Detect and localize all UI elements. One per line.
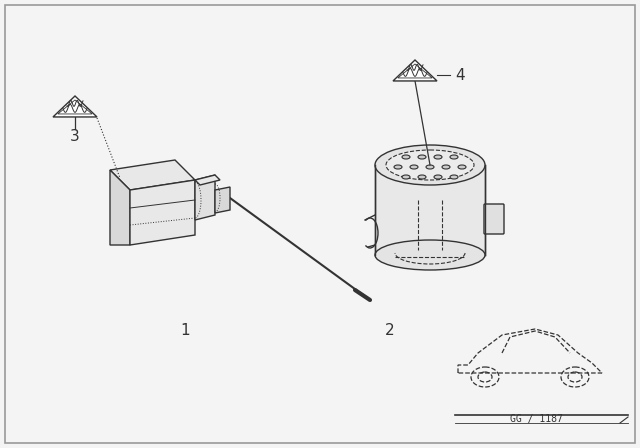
Ellipse shape bbox=[375, 145, 485, 185]
Ellipse shape bbox=[434, 155, 442, 159]
Ellipse shape bbox=[402, 175, 410, 179]
Polygon shape bbox=[53, 96, 97, 117]
Text: 2: 2 bbox=[385, 323, 395, 337]
Polygon shape bbox=[195, 175, 215, 220]
Ellipse shape bbox=[458, 165, 466, 169]
Polygon shape bbox=[110, 160, 195, 190]
Ellipse shape bbox=[418, 175, 426, 179]
Ellipse shape bbox=[386, 150, 474, 180]
Text: 1: 1 bbox=[180, 323, 190, 337]
Ellipse shape bbox=[402, 155, 410, 159]
Polygon shape bbox=[130, 180, 195, 245]
Ellipse shape bbox=[410, 165, 418, 169]
Ellipse shape bbox=[426, 165, 434, 169]
Polygon shape bbox=[215, 187, 230, 213]
Ellipse shape bbox=[418, 155, 426, 159]
Ellipse shape bbox=[434, 175, 442, 179]
Ellipse shape bbox=[450, 155, 458, 159]
Polygon shape bbox=[393, 60, 437, 81]
Ellipse shape bbox=[375, 240, 485, 270]
Text: 3: 3 bbox=[70, 129, 80, 144]
Polygon shape bbox=[195, 175, 220, 185]
FancyBboxPatch shape bbox=[484, 204, 504, 234]
Ellipse shape bbox=[450, 175, 458, 179]
Ellipse shape bbox=[442, 165, 450, 169]
Text: 4: 4 bbox=[455, 68, 465, 82]
Bar bbox=[375, 165, 485, 255]
Text: GG / 1187: GG / 1187 bbox=[509, 414, 563, 424]
Ellipse shape bbox=[394, 165, 402, 169]
Polygon shape bbox=[110, 170, 130, 245]
